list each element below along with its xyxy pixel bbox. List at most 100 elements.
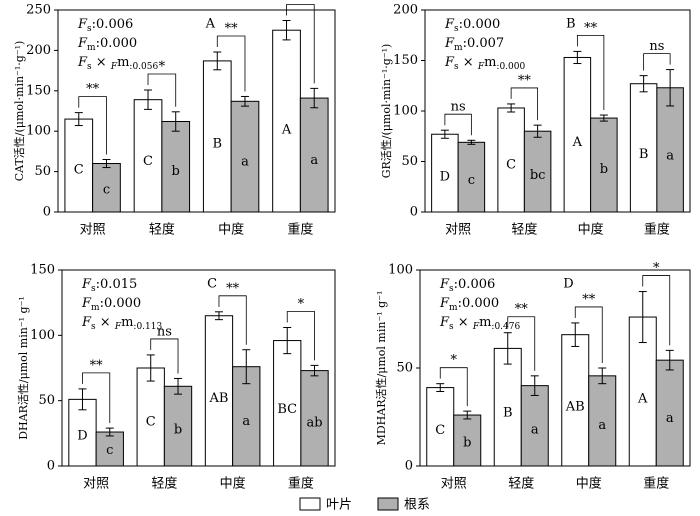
stat-subscript: F bbox=[477, 62, 485, 72]
bar-letter: a bbox=[666, 411, 674, 426]
significance-bracket bbox=[439, 367, 468, 407]
x-tick-label: 中度 bbox=[576, 476, 602, 492]
stat-text: :0.015 bbox=[96, 277, 138, 292]
x-tick-label: 重度 bbox=[644, 222, 670, 238]
bar-letter: C bbox=[146, 414, 156, 429]
error-bar bbox=[102, 158, 111, 169]
significance-label: ** bbox=[86, 82, 100, 97]
stat-line: Fs:0.006 bbox=[77, 17, 133, 34]
error-bar bbox=[571, 322, 580, 347]
error-bar bbox=[533, 124, 542, 138]
error-bar bbox=[214, 311, 223, 321]
error-bar bbox=[666, 69, 675, 107]
y-tick-label: 150 bbox=[393, 53, 418, 68]
bar bbox=[163, 385, 193, 467]
stat-line: Fs:0.006 bbox=[439, 277, 495, 294]
significance-bracket bbox=[286, 311, 315, 361]
stat-line: Fs × Fm:0.113 bbox=[81, 315, 162, 332]
significance-label: * bbox=[298, 297, 305, 312]
y-tick-label: 0 bbox=[405, 459, 413, 474]
bar bbox=[272, 29, 301, 213]
stat-line: Fm:0.000 bbox=[77, 36, 137, 53]
bar-letter: C bbox=[74, 163, 84, 178]
bar bbox=[300, 370, 329, 467]
bar bbox=[629, 83, 658, 213]
y-axis-label: DHAR活性/μmol min⁻¹ g⁻¹ bbox=[16, 296, 30, 440]
bar-letter: B bbox=[212, 137, 222, 152]
stat-subscript: s bbox=[449, 322, 454, 332]
x-tick-label: 重度 bbox=[287, 222, 313, 238]
error-bar bbox=[146, 354, 155, 382]
bar-letter: BC bbox=[277, 402, 297, 417]
significance-bracket bbox=[78, 96, 107, 155]
stat-line: Fm:0.000 bbox=[81, 296, 141, 313]
y-axis-label: CAT活性/(μmol·min⁻¹·g⁻¹) bbox=[12, 41, 26, 182]
bar-letter: D bbox=[77, 429, 87, 444]
y-tick-label: 50 bbox=[38, 393, 55, 408]
stat-text: × bbox=[454, 315, 473, 330]
bar-letter: b bbox=[174, 423, 182, 438]
y-tick-label: 250 bbox=[26, 3, 51, 18]
error-bar bbox=[530, 375, 539, 396]
stat-subscript: s bbox=[91, 322, 96, 332]
stat-text: F bbox=[77, 36, 88, 51]
significance-label: ** bbox=[90, 358, 104, 373]
significance-label: ** bbox=[515, 302, 529, 317]
stat-text: m bbox=[121, 315, 133, 330]
stat-text: × bbox=[92, 55, 111, 70]
bar-letter: b bbox=[600, 162, 608, 177]
significance-label: ns bbox=[649, 39, 664, 54]
stat-line: Fs × Fm:0.056 bbox=[77, 55, 158, 72]
bar-letter: c bbox=[103, 183, 110, 198]
stat-text: F bbox=[439, 315, 450, 330]
significance-bracket bbox=[642, 275, 671, 346]
x-tick-label: 轻度 bbox=[149, 222, 175, 238]
stat-text: m bbox=[117, 55, 129, 70]
error-bar bbox=[74, 112, 83, 127]
stat-text: :0.000 bbox=[458, 296, 500, 311]
stat-text: m bbox=[479, 315, 491, 330]
legend-label: 叶片 bbox=[326, 498, 352, 513]
bar-letter: b bbox=[172, 164, 180, 179]
bar-letter: A bbox=[281, 123, 292, 138]
bar bbox=[431, 133, 459, 213]
significance-bracket bbox=[643, 53, 671, 71]
stat-subscript: F bbox=[114, 322, 122, 332]
bar-letter: a bbox=[242, 414, 250, 429]
panel-letter: A bbox=[205, 17, 216, 32]
legend-swatch bbox=[299, 497, 321, 511]
y-tick-label: 150 bbox=[26, 83, 51, 98]
significance-label: ** bbox=[226, 281, 240, 296]
stat-text: F bbox=[81, 315, 92, 330]
significance-bracket bbox=[218, 295, 247, 345]
significance-bracket bbox=[574, 306, 603, 363]
bar-letter: AB bbox=[208, 391, 228, 406]
stat-subscript: F bbox=[472, 322, 480, 332]
x-tick-label: 轻度 bbox=[511, 222, 537, 238]
bar-letter: C bbox=[506, 158, 516, 173]
panel-letter: C bbox=[207, 277, 217, 292]
stat-subscript: :0.476 bbox=[491, 322, 520, 332]
error-bar bbox=[440, 129, 449, 139]
stat-text: :0.006 bbox=[92, 17, 134, 32]
stat-line: Fs:0.015 bbox=[81, 277, 137, 294]
bar-letter: a bbox=[241, 155, 249, 170]
bar-letter: AB bbox=[565, 399, 585, 414]
significance-label: ns bbox=[157, 324, 172, 339]
bar-letter: B bbox=[639, 147, 649, 162]
error-bar bbox=[639, 75, 648, 93]
significance-bracket bbox=[576, 35, 605, 111]
bar-letter: a bbox=[598, 418, 606, 433]
stat-line: Fm:0.000 bbox=[439, 296, 499, 313]
error-bar bbox=[283, 326, 292, 355]
stat-text: :0.007 bbox=[463, 36, 505, 51]
y-tick-label: 100 bbox=[30, 328, 55, 343]
stat-text: :0.000 bbox=[100, 296, 142, 311]
panel-letter: B bbox=[566, 17, 576, 32]
stat-text: :0.006 bbox=[454, 277, 496, 292]
bar bbox=[590, 117, 618, 213]
bar-letter: bc bbox=[530, 168, 546, 183]
bar-letter: B bbox=[503, 406, 513, 421]
error-bar bbox=[310, 87, 319, 109]
